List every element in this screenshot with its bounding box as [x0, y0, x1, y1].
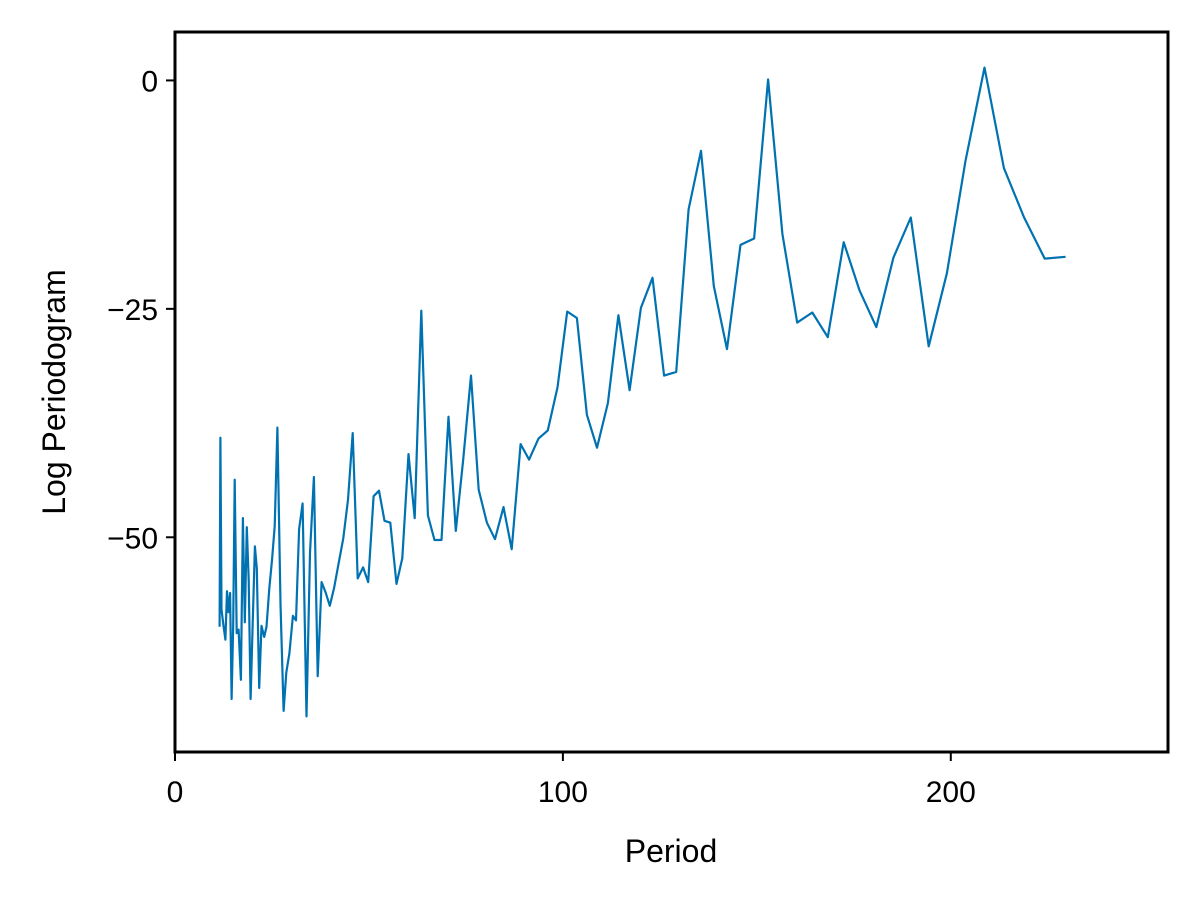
y-tick-label: 0 [141, 65, 158, 98]
y-tick-label: −25 [107, 294, 158, 327]
series-line [218, 66, 1066, 718]
plot-background [175, 32, 1168, 752]
x-tick-label: 200 [926, 776, 976, 809]
x-axis-ticks: 0 100 200 [167, 752, 976, 809]
y-axis-title: Log Periodogram [36, 269, 72, 514]
plot-frame [173, 30, 1170, 754]
x-tick-label: 100 [538, 776, 588, 809]
y-axis-ticks: 0 −25 −50 [107, 65, 175, 555]
y-tick-label: −50 [107, 522, 158, 555]
x-axis-title: Period [625, 833, 718, 869]
x-tick-label: 0 [167, 776, 184, 809]
